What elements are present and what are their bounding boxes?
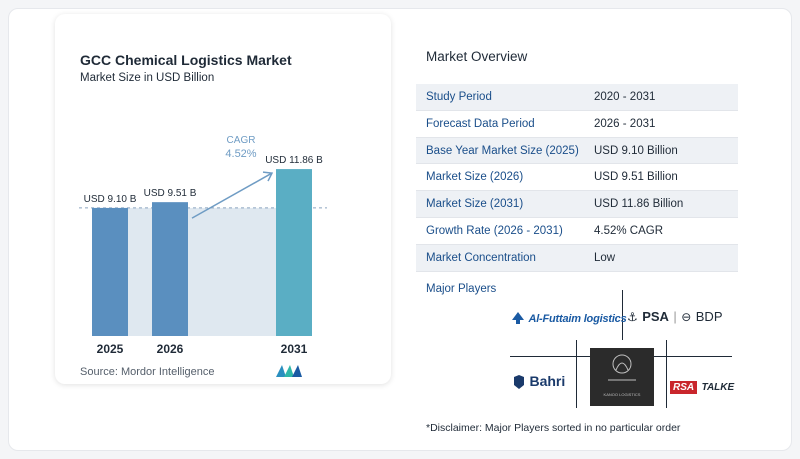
overview-row-label: Growth Rate (2026 - 2031) bbox=[426, 224, 563, 237]
bahri-icon bbox=[514, 374, 524, 389]
overview-row-value: USD 11.86 Billion bbox=[594, 198, 684, 211]
bahri-logo: Bahri bbox=[513, 373, 565, 391]
psa-logo-text: PSA bbox=[642, 309, 669, 324]
overview-row: Market Concentration Low bbox=[416, 244, 738, 272]
alfuttaim-icon bbox=[512, 311, 524, 324]
bdp-logo-text: BDP bbox=[695, 309, 723, 324]
cagr-label: CAGR bbox=[227, 135, 256, 146]
overview-table: Study Period 2020 - 2031 Forecast Data Per… bbox=[416, 84, 738, 272]
overview-row: Market Size (2031) USD 11.86 Billion bbox=[416, 191, 738, 218]
rsa-logo-text: RSA bbox=[670, 381, 698, 394]
bahri-logo-text: Bahri bbox=[529, 373, 566, 389]
overview-row: Base Year Market Size (2025) USD 9.10 Bil… bbox=[416, 137, 738, 165]
overview-title: Market Overview bbox=[426, 49, 528, 64]
cagr-arrow bbox=[191, 172, 273, 219]
disclaimer: *Disclaimer: Major Players sorted in no … bbox=[426, 422, 681, 434]
overview-row-value: USD 9.51 Billion bbox=[594, 171, 678, 184]
rsa-talke-logo: RSA TALKE bbox=[670, 377, 734, 395]
bdp-icon: ⊖ bbox=[681, 310, 692, 324]
grid-divider bbox=[666, 340, 667, 408]
chart-shade-area bbox=[128, 207, 276, 336]
overview-row-label: Forecast Data Period bbox=[426, 117, 535, 130]
players-title: Major Players bbox=[426, 283, 497, 295]
x-tick-label: 2031 bbox=[281, 342, 308, 356]
grid-divider bbox=[576, 340, 577, 408]
x-tick-label: 2026 bbox=[157, 342, 184, 356]
overview-row-value: 2026 - 2031 bbox=[594, 117, 656, 130]
psa-bdp-logo: ⚓ PSA | ⊖ BDP bbox=[627, 308, 723, 326]
overview-row-value: 2020 - 2031 bbox=[594, 91, 656, 103]
overview-row: Study Period 2020 - 2031 bbox=[416, 84, 738, 111]
kanoo-logo-text: KANOO LOGISTICS bbox=[603, 392, 641, 397]
chart-subtitle: Market Size in USD Billion bbox=[80, 72, 215, 84]
cagr-arrowhead bbox=[262, 171, 274, 182]
bar-2026 bbox=[152, 202, 188, 336]
source-text: Source: Mordor Intelligence bbox=[80, 366, 215, 378]
overview-row-label: Market Concentration bbox=[426, 251, 536, 264]
overview-row-label: Market Size (2031) bbox=[426, 198, 524, 211]
cagr-value: 4.52% bbox=[225, 148, 256, 160]
overview-row-value: 4.52% CAGR bbox=[594, 224, 664, 237]
overview-row: Growth Rate (2026 - 2031) 4.52% CAGR bbox=[416, 218, 738, 245]
psa-icon: ⚓ bbox=[627, 310, 638, 324]
alfuttaim-logo-text: Al-Futtaim logistics bbox=[528, 313, 627, 325]
psa-bdp-separator: | bbox=[673, 309, 677, 324]
overview-row-label: Base Year Market Size (2025) bbox=[426, 144, 579, 157]
bar-chart: USD 9.10 B 2025 USD 9.51 B 2026 USD 11.86 B 2… bbox=[79, 135, 327, 356]
overview-row-label: Market Size (2026) bbox=[426, 171, 524, 184]
x-tick-label: 2025 bbox=[97, 342, 124, 356]
bar-value-label: USD 9.51 B bbox=[144, 188, 197, 199]
bar-value-label: USD 9.10 B bbox=[84, 194, 137, 205]
bar-2025 bbox=[92, 207, 128, 336]
overview-row-label: Study Period bbox=[426, 91, 492, 103]
overview-row: Forecast Data Period 2026 - 2031 bbox=[416, 111, 738, 138]
alfuttaim-logo: Al-Futtaim logistics bbox=[512, 309, 627, 327]
bar-value-label: USD 11.86 B bbox=[265, 155, 323, 166]
bar-2031 bbox=[276, 169, 312, 336]
grid-divider bbox=[622, 290, 623, 340]
overview-row: Market Size (2026) USD 9.51 Billion bbox=[416, 164, 738, 192]
overview-row-value: Low bbox=[594, 251, 616, 264]
mordor-logo-icon bbox=[276, 365, 302, 377]
overview-row-value: USD 9.10 Billion bbox=[594, 144, 678, 157]
kanoo-emblem-icon bbox=[608, 354, 636, 381]
chart-title: GCC Chemical Logistics Market bbox=[80, 52, 292, 68]
talke-logo-text: TALKE bbox=[701, 382, 735, 393]
kanoo-logo: KANOO LOGISTICS bbox=[590, 348, 654, 406]
